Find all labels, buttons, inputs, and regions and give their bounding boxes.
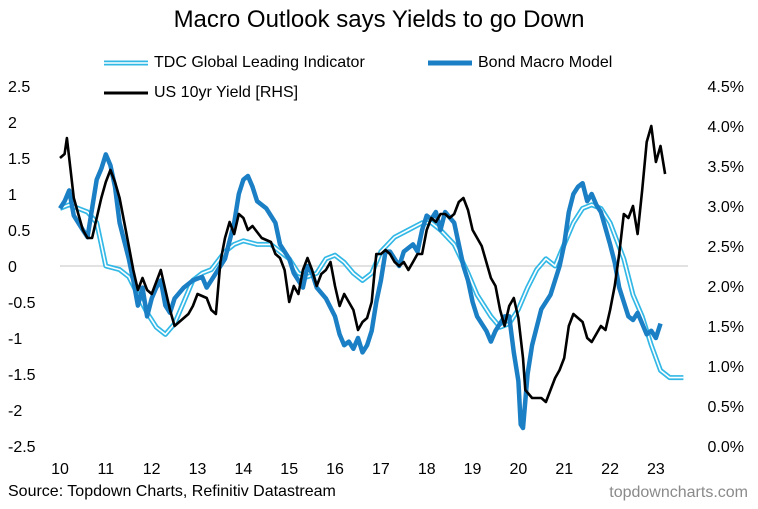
x-tick-label: 14 xyxy=(234,461,252,478)
series-line-tdc-inner xyxy=(59,204,684,379)
x-tick-label: 15 xyxy=(280,461,298,478)
legend-item-yield: US 10yr Yield [RHS] xyxy=(104,84,298,102)
y-right-tick-label: 4.0% xyxy=(708,119,744,136)
x-tick-label: 10 xyxy=(51,461,69,478)
x-tick-label: 18 xyxy=(418,461,436,478)
y-left-tick-label: 0 xyxy=(8,259,17,276)
y-right-tick-label: 3.0% xyxy=(708,199,744,216)
y-left-tick-label: -1 xyxy=(8,331,22,348)
x-tick-label: 17 xyxy=(372,461,390,478)
y-right-tick-label: 4.5% xyxy=(708,79,744,96)
series-line-yield xyxy=(59,124,667,404)
y-right-tick-label: 0.0% xyxy=(708,439,744,456)
y-right-tick-label: 2.0% xyxy=(708,279,744,296)
y-right-tick-label: 0.5% xyxy=(708,399,744,416)
x-tick-label: 11 xyxy=(98,461,115,478)
legend-swatch-yield xyxy=(104,91,148,95)
x-tick-label: 12 xyxy=(143,461,161,478)
x-tick-label: 19 xyxy=(464,461,482,478)
y-left-tick-label: 1.5 xyxy=(8,151,30,168)
y-left-tick-label: -0.5 xyxy=(8,295,36,312)
brand-watermark: topdowncharts.com xyxy=(609,484,748,501)
y-right-tick-label: 1.5% xyxy=(708,319,744,336)
y-right-tick-label: 1.0% xyxy=(708,359,744,376)
legend-label-tdc: TDC Global Leading Indicator xyxy=(154,54,365,71)
x-tick-label: 21 xyxy=(555,461,573,478)
y-left-tick-label: -2 xyxy=(8,403,22,420)
legend-label-yield: US 10yr Yield [RHS] xyxy=(154,84,299,101)
y-left-tick-label: 1 xyxy=(8,187,17,204)
legend-label-bond: Bond Macro Model xyxy=(478,54,613,71)
x-tick-label: 23 xyxy=(647,461,665,478)
y-left-tick-label: -1.5 xyxy=(8,367,36,384)
legend-swatch-bond xyxy=(428,60,472,66)
source-note: Source: Topdown Charts, Refinitiv Datast… xyxy=(8,483,336,500)
chart-title: Macro Outlook says Yields to go Down xyxy=(173,6,585,33)
x-tick-label: 13 xyxy=(189,461,207,478)
series-line-bond xyxy=(58,152,663,431)
y-left-tick-label: 2.5 xyxy=(8,79,30,96)
legend-swatch-tdc xyxy=(104,60,148,66)
y-right-tick-label: 2.5% xyxy=(708,239,744,256)
x-tick-label: 22 xyxy=(601,461,619,478)
y-left-tick-label: -2.5 xyxy=(8,439,36,456)
y-left-tick-label: 0.5 xyxy=(8,223,30,240)
legend-item-tdc: TDC Global Leading Indicator xyxy=(104,54,365,72)
y-left-tick-label: 2 xyxy=(8,115,17,132)
x-tick-label: 16 xyxy=(326,461,344,478)
x-tick-label: 20 xyxy=(509,461,527,478)
legend-item-bond: Bond Macro Model xyxy=(428,54,612,72)
y-right-tick-label: 3.5% xyxy=(708,159,744,176)
